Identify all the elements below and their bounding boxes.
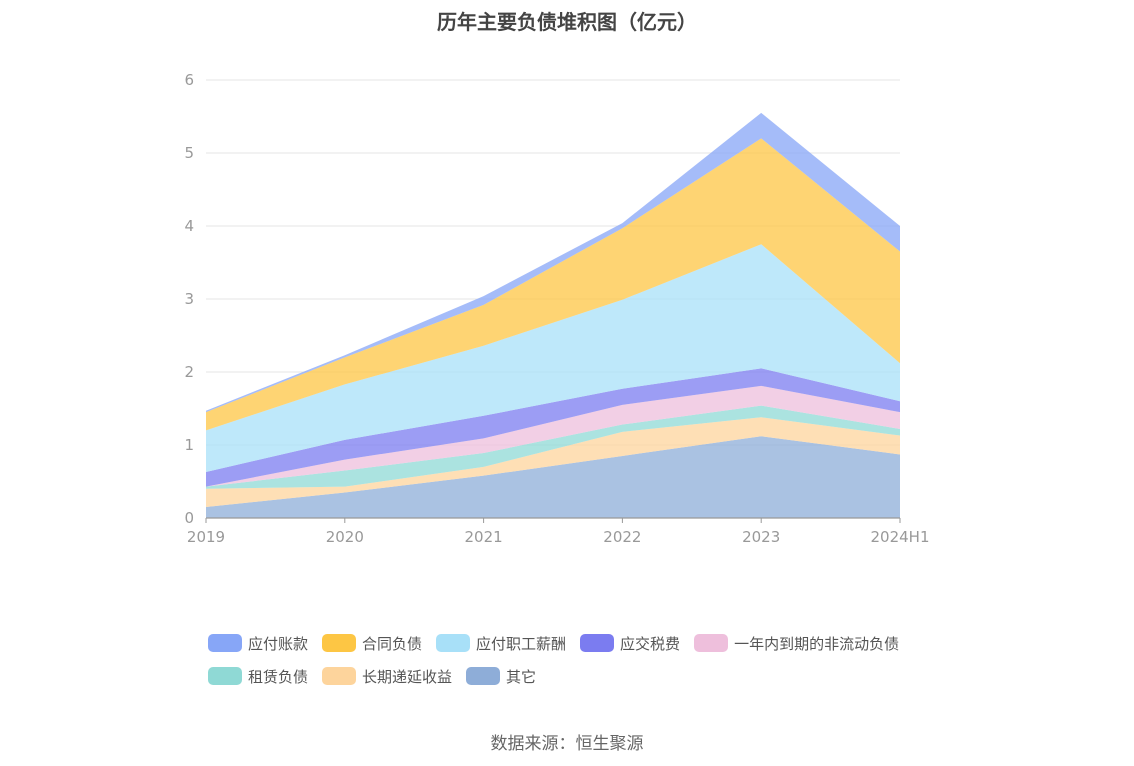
legend-swatch	[322, 634, 357, 652]
x-tick-label: 2022	[603, 528, 641, 546]
x-tick-label: 2023	[742, 528, 780, 546]
y-tick-label: 2	[184, 363, 194, 381]
legend-label: 应交税费	[620, 634, 681, 653]
area-series-0	[206, 436, 900, 518]
y-tick-label: 0	[184, 509, 194, 527]
x-tick-label: 2020	[326, 528, 364, 546]
y-tick-label: 4	[184, 217, 194, 235]
legend-label: 应付账款	[248, 634, 309, 653]
area-series-2	[206, 405, 900, 489]
legend-item[interactable]: 长期递延收益	[322, 666, 452, 687]
legend-swatch	[436, 634, 471, 652]
legend-row: 租赁负债 长期递延收益 其它	[208, 665, 968, 687]
y-tick-label: 3	[184, 290, 194, 308]
legend-swatch	[208, 667, 242, 685]
legend-swatch	[694, 634, 729, 652]
legend-item[interactable]: 应付职工薪酬	[436, 633, 566, 654]
area-series-3	[206, 385, 900, 487]
y-tick-label: 1	[184, 436, 194, 454]
y-tick-label: 6	[184, 71, 194, 89]
legend-label: 应付职工薪酬	[476, 634, 567, 653]
x-tick-label: 2021	[465, 528, 503, 546]
area-series-7	[206, 112, 900, 413]
legend-swatch	[208, 634, 242, 652]
legend-swatch	[322, 667, 357, 685]
area-series	[206, 112, 900, 518]
legend-row: 应付账款 合同负债 应付职工薪酬 应交税费 一年内到期的非流动负债	[208, 632, 968, 654]
y-tick-label: 5	[184, 144, 194, 162]
x-tick-label: 2024H1	[871, 528, 930, 546]
legend-swatch	[580, 634, 615, 652]
legend-label: 合同负债	[362, 634, 423, 653]
legend-label: 其它	[506, 667, 537, 686]
legend-item[interactable]: 合同负债	[322, 633, 422, 654]
legend-item[interactable]: 租赁负债	[208, 666, 308, 687]
area-series-1	[206, 417, 900, 508]
legend-item[interactable]: 其它	[466, 666, 536, 687]
area-series-5	[206, 244, 900, 473]
legend-item[interactable]: 一年内到期的非流动负债	[694, 633, 899, 654]
legend: 应付账款 合同负债 应付职工薪酬 应交税费 一年内到期的非流动负债 租赁负债 长期递延收益…	[208, 632, 968, 698]
legend-label: 租赁负债	[248, 667, 309, 686]
legend-swatch	[466, 667, 501, 685]
x-tick-label: 2019	[187, 528, 225, 546]
source-note: 数据来源：恒生聚源	[490, 734, 644, 754]
chart-title: 历年主要负债堆积图（亿元）	[437, 10, 697, 34]
area-series-6	[206, 138, 900, 431]
legend-item[interactable]: 应付账款	[208, 633, 308, 654]
legend-label: 一年内到期的非流动负债	[734, 634, 900, 653]
legend-label: 长期递延收益	[362, 667, 453, 686]
legend-item[interactable]: 应交税费	[580, 633, 680, 654]
axes: 0 1 2 3 4 5 6 2019 2020 2021 2022 2023 2024H1	[184, 71, 929, 546]
